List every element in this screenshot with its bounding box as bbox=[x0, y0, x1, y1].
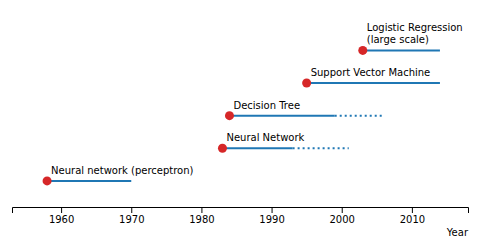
x-tick: 1960 bbox=[49, 207, 74, 225]
x-tick-mark bbox=[61, 207, 62, 213]
x-tick: 2010 bbox=[400, 207, 425, 225]
solid-segment bbox=[229, 115, 334, 117]
dotted-segment bbox=[335, 115, 384, 117]
x-tick-mark bbox=[412, 207, 413, 213]
marks bbox=[43, 46, 440, 185]
x-axis-title: Year bbox=[446, 227, 469, 238]
x-tick-label: 2010 bbox=[400, 214, 425, 225]
solid-segment bbox=[222, 147, 292, 149]
x-tick-label: 1970 bbox=[119, 214, 144, 225]
x-tick-label: 1980 bbox=[189, 214, 214, 225]
series-label: Neural network (perceptron) bbox=[51, 165, 194, 176]
start-dot bbox=[43, 176, 52, 185]
chart-svg: Neural network (perceptron) Neural Networ… bbox=[0, 0, 484, 241]
x-axis-domain bbox=[13, 208, 469, 214]
series-label-line: Decision Tree bbox=[233, 100, 300, 111]
x-tick: 1980 bbox=[189, 207, 214, 225]
series-label-line: Support Vector Machine bbox=[311, 67, 431, 78]
start-dot bbox=[358, 46, 367, 55]
x-axis: 1960 1970 1980 1990 2000 2010 bbox=[13, 207, 469, 225]
x-tick-label: 1990 bbox=[259, 214, 284, 225]
x-tick: 1970 bbox=[119, 207, 144, 225]
x-tick: 2000 bbox=[329, 207, 354, 225]
series-label: Logistic Regression(large scale) bbox=[367, 22, 463, 45]
x-tick-mark bbox=[201, 207, 202, 213]
solid-segment bbox=[363, 49, 440, 51]
solid-segment bbox=[47, 180, 131, 182]
series-label-line: Logistic Regression bbox=[367, 22, 463, 33]
x-tick-label: 1960 bbox=[49, 214, 74, 225]
x-tick-mark bbox=[131, 207, 132, 213]
series-label: Support Vector Machine bbox=[311, 67, 431, 78]
series-label-line: Neural network (perceptron) bbox=[51, 165, 194, 176]
dotted-segment bbox=[293, 147, 349, 149]
x-tick-label: 2000 bbox=[329, 214, 354, 225]
x-tick-mark bbox=[342, 207, 343, 213]
x-tick: 1990 bbox=[259, 207, 284, 225]
start-dot bbox=[218, 144, 227, 153]
series-label: Neural Network bbox=[226, 132, 304, 143]
solid-segment bbox=[307, 82, 440, 84]
series-label-line: Neural Network bbox=[226, 132, 304, 143]
chart-container: Neural network (perceptron) Neural Networ… bbox=[0, 0, 484, 241]
labels: Neural network (perceptron) Neural Networ… bbox=[51, 22, 463, 175]
start-dot bbox=[302, 79, 311, 88]
start-dot bbox=[225, 111, 234, 120]
series-label-line: (large scale) bbox=[367, 34, 429, 45]
x-tick-mark bbox=[272, 207, 273, 213]
series-label: Decision Tree bbox=[233, 100, 300, 111]
